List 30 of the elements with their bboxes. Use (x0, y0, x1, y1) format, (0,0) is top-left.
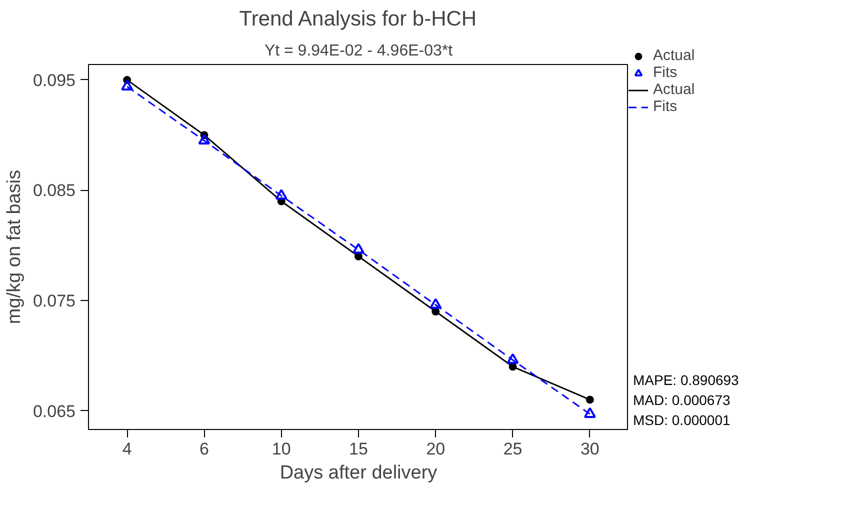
chart-title: Trend Analysis for b-HCH (239, 8, 477, 30)
y-tick-label: 0.065 (32, 402, 76, 421)
text: Actual (653, 47, 695, 64)
x-tick-label: 15 (349, 440, 368, 458)
point (352, 242, 364, 254)
text: MAPE: 0.890693 (633, 372, 739, 388)
point (506, 353, 519, 364)
y-tick-label: 0.075 (32, 291, 76, 310)
point (121, 80, 134, 90)
text: MAD: 0.000673 (633, 392, 730, 408)
x-tick-label: 20 (426, 440, 446, 458)
y-tick-label: 0.085 (32, 181, 76, 200)
text: Fits (653, 98, 678, 115)
legend-label: Actual (653, 81, 695, 98)
x-axis-title: Days after delivery (280, 462, 438, 484)
y-tick-label: 0.095 (32, 70, 76, 90)
point (430, 298, 442, 309)
point (586, 396, 594, 404)
legend-label: Fits (653, 64, 678, 81)
chart-subtitle: Yt = 9.94E-02 - 4.96E-03*t (264, 42, 454, 60)
x-tick-label: 30 (580, 440, 600, 458)
y-axis-title: mg/kg on fat basis (4, 170, 25, 324)
point (584, 407, 596, 418)
x-tick-label: 4 (122, 440, 132, 458)
point (198, 134, 210, 144)
x-tick-label: 10 (272, 440, 291, 458)
x-tick-label: 6 (199, 440, 209, 458)
text: MSD: 0.000001 (633, 412, 730, 428)
x-tick-label: 25 (503, 440, 522, 458)
point (275, 188, 288, 200)
